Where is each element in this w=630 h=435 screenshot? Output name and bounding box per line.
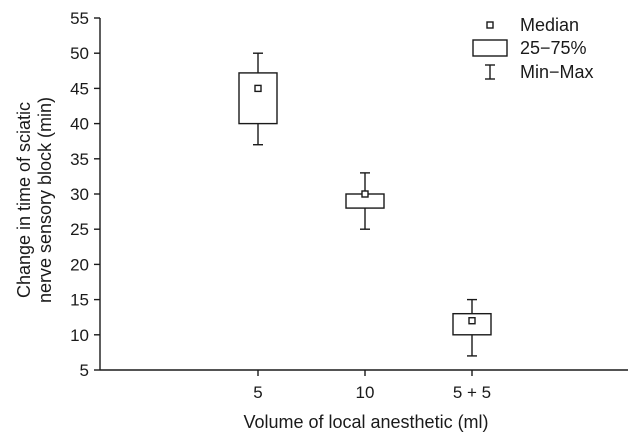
y-tick-label: 50 [70,44,89,63]
median-marker [361,190,369,198]
box-group [345,172,385,230]
box-group [238,52,278,146]
iqr-box [238,72,278,125]
box-series [238,52,492,357]
y-tick-label: 25 [70,220,89,239]
y-tick-label: 55 [70,9,89,28]
median-marker [254,84,262,93]
y-tick-label: 45 [70,79,89,98]
x-axis: 5 10 5 + 5 [100,369,628,402]
box-group [452,298,492,357]
y-tick-label: 10 [70,326,89,345]
y-tick-label: 15 [70,291,89,310]
legend-entry: Median [486,15,579,35]
x-axis-title: Volume of local anesthetic (ml) [243,412,488,432]
y-axis-title-line-1: Change in time of sciatic [14,102,34,298]
x-tick-label: 5 + 5 [453,383,491,402]
y-tick-label: 35 [70,150,89,169]
y-axis-title-line-2: nerve sensory block (min) [35,97,55,303]
legend-label: Median [520,15,579,35]
median-marker [468,317,476,325]
y-axis: 5 10 15 20 25 30 35 40 45 50 55 [70,9,101,380]
y-tick-label: 30 [70,185,89,204]
legend-entry: 25−75% [472,38,587,58]
legend-box-symbol [472,39,508,57]
legend-label: Min−Max [520,62,594,82]
legend-label: 25−75% [520,38,587,58]
x-tick-label: 5 [253,383,262,402]
y-tick-label: 20 [70,255,89,274]
legend-median-symbol [486,21,494,29]
x-tick-label: 10 [356,383,375,402]
legend: Median 25−75% Min−Max [472,15,594,82]
y-tick-label: 40 [70,115,89,134]
y-tick-label: 5 [80,361,89,380]
legend-entry: Min−Max [485,62,594,82]
